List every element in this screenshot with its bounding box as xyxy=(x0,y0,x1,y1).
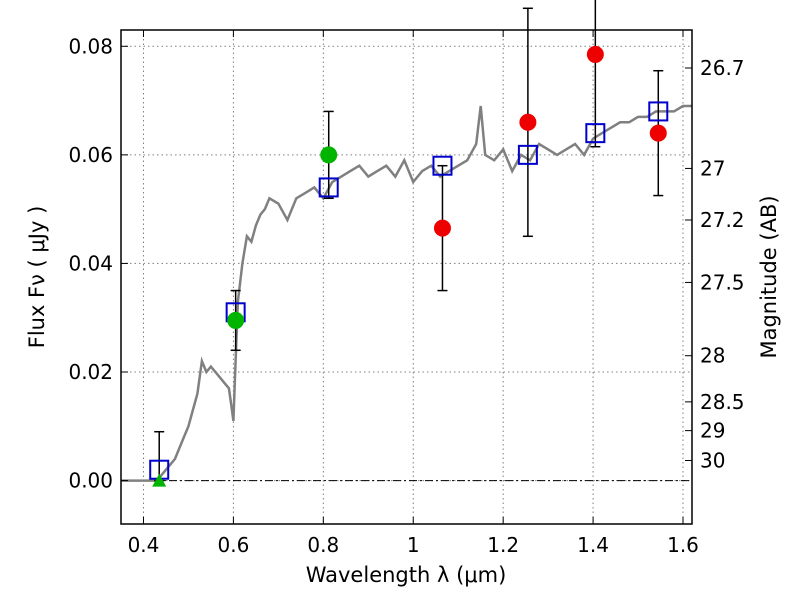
magnitude-tick-label: 29 xyxy=(700,419,725,443)
observed-flux-point xyxy=(227,311,245,329)
observed-flux-point xyxy=(433,219,451,237)
x-tick-label: 1.4 xyxy=(577,533,609,557)
observed-flux-point xyxy=(649,124,667,142)
spectrum-line xyxy=(121,104,692,482)
magnitude-tick-label: 26.7 xyxy=(700,56,745,80)
x-tick-label: 1.2 xyxy=(487,533,519,557)
model-photometry-square xyxy=(648,101,669,122)
observed-flux-point xyxy=(320,146,338,164)
observed-flux-point xyxy=(519,113,537,131)
magnitude-tick-label: 28 xyxy=(700,344,725,368)
magnitude-tick-label: 27.2 xyxy=(700,208,745,232)
x-tick-label: 0.6 xyxy=(217,533,249,557)
model-photometry-square xyxy=(432,155,453,176)
magnitude-tick-label: 27 xyxy=(700,156,725,180)
y-tick-label: 0.00 xyxy=(68,469,113,493)
observed-flux-point xyxy=(586,45,604,63)
x-tick-label: 1 xyxy=(407,533,420,557)
y-axis-label: Flux Fν ( μJy ) xyxy=(25,206,49,349)
grid-lines xyxy=(121,30,692,524)
y-tick-label: 0.08 xyxy=(68,34,113,58)
upper-limit-triangle xyxy=(152,473,167,487)
data-marks xyxy=(149,0,669,487)
model-photometry-square xyxy=(517,144,538,165)
x-tick-labels: 0.4 0.6 0.8 1 1.2 1.4 1.6 xyxy=(128,533,699,557)
magnitude-tick-label: 28.5 xyxy=(700,390,745,414)
y-tick-labels: 0.00 0.02 0.04 0.06 0.08 xyxy=(68,34,113,492)
magnitude-tick-labels: 26.7 27 27.2 27.5 28 28.5 29 30 xyxy=(700,56,745,472)
model-photometry-square xyxy=(585,123,606,144)
axis-ticks xyxy=(121,30,692,524)
y-tick-label: 0.02 xyxy=(68,360,113,384)
x-tick-label: 1.6 xyxy=(667,533,699,557)
y-tick-label: 0.04 xyxy=(68,251,113,275)
magnitude-tick-label: 30 xyxy=(700,448,725,472)
model-photometry-square xyxy=(318,177,339,198)
plot-frame xyxy=(120,29,693,525)
x-tick-label: 0.8 xyxy=(307,533,339,557)
x-tick-label: 0.4 xyxy=(128,533,160,557)
magnitude-axis-label: Magnitude (AB) xyxy=(757,195,781,358)
y-tick-label: 0.06 xyxy=(68,143,113,167)
x-axis-label: Wavelength λ (μm) xyxy=(306,563,507,587)
model-spectrum xyxy=(121,104,692,482)
magnitude-tick-label: 27.5 xyxy=(700,270,745,294)
